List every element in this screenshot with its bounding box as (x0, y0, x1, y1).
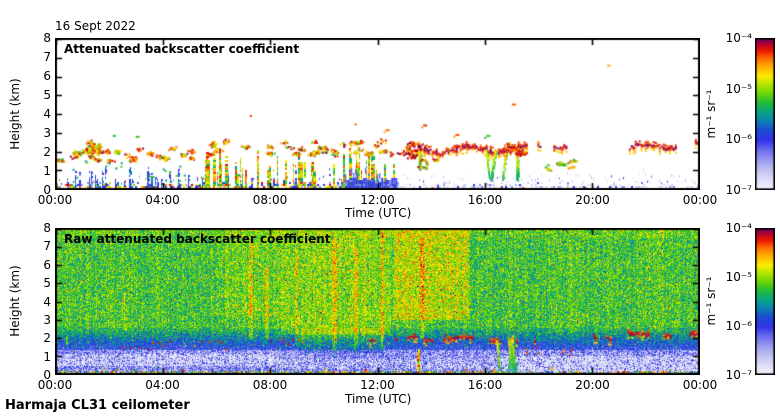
colorbar-tick-label: 10⁻⁷ (725, 368, 752, 382)
y-tick-label: 6 (43, 69, 51, 83)
y-tick-label: 5 (43, 276, 51, 291)
y-tick-label: 5 (43, 88, 51, 102)
x-tick-label: 04:00 (145, 378, 180, 392)
colorbar-tick-label: 10⁻⁷ (725, 183, 752, 197)
raw-attenuated-backscatter-heatmap (55, 228, 700, 375)
colorbar-tick-label: 10⁻⁵ (725, 81, 752, 96)
x-tick-label: 20:00 (575, 193, 610, 207)
attenuated-backscatter-heatmap (55, 38, 700, 190)
y-tick-label: 6 (43, 257, 51, 272)
x-tick-label: 04:00 (145, 193, 180, 207)
y-tick-label: 0 (43, 183, 51, 197)
panel1-x-axis-label: Time (UTC) (345, 206, 412, 220)
y-tick-label: 0 (43, 368, 51, 382)
panel2-x-axis-label: Time (UTC) (345, 392, 412, 406)
y-tick-label: 7 (43, 239, 51, 254)
x-tick-label: 00:00 (682, 193, 718, 207)
x-tick-label: 12:00 (360, 378, 395, 392)
y-tick-label: 2 (43, 331, 51, 346)
x-tick-label: 00:00 (37, 378, 73, 392)
panel1-title: Attenuated backscatter coefficient (64, 42, 300, 56)
x-tick-label: 08:00 (252, 378, 288, 392)
x-tick-label: 12:00 (360, 193, 395, 207)
panel1-y-axis-label: Height (km) (8, 78, 22, 150)
y-tick-label: 4 (43, 107, 51, 121)
x-tick-label: 20:00 (575, 378, 610, 392)
colorbar-tick-label: 10⁻⁵ (725, 270, 752, 284)
panel2-title: Raw attenuated backscatter coefficient (64, 232, 331, 246)
x-tick-label: 16:00 (467, 193, 503, 207)
y-tick-label: 8 (43, 221, 51, 235)
y-tick-label: 8 (43, 31, 51, 45)
colorbar-tick-label: 10⁻⁴ (725, 221, 752, 235)
colorbar-top (755, 38, 775, 190)
footer-instrument-label: Harmaja CL31 ceilometer (5, 398, 190, 413)
y-tick-label: 1 (43, 164, 51, 178)
y-tick-label: 4 (43, 294, 51, 309)
x-tick-label: 00:00 (37, 193, 73, 207)
colorbar-bottom (755, 228, 775, 375)
colorbar-tick-label: 10⁻⁶ (725, 319, 752, 333)
colorbar-top-unit-label: m⁻¹ sr⁻¹ (704, 89, 718, 139)
colorbar-tick-label: 10⁻⁶ (725, 132, 752, 147)
y-tick-label: 7 (43, 50, 51, 64)
y-tick-label: 1 (43, 349, 51, 364)
y-tick-label: 2 (43, 145, 51, 159)
y-tick-label: 3 (43, 312, 51, 327)
date-title: 16 Sept 2022 (55, 19, 136, 33)
y-tick-label: 3 (43, 126, 51, 140)
x-tick-label: 00:00 (682, 378, 718, 392)
panel2-y-axis-label: Height (km) (8, 265, 22, 337)
x-tick-label: 16:00 (467, 378, 503, 392)
colorbar-tick-label: 10⁻⁴ (725, 31, 752, 45)
x-tick-label: 08:00 (252, 193, 288, 207)
